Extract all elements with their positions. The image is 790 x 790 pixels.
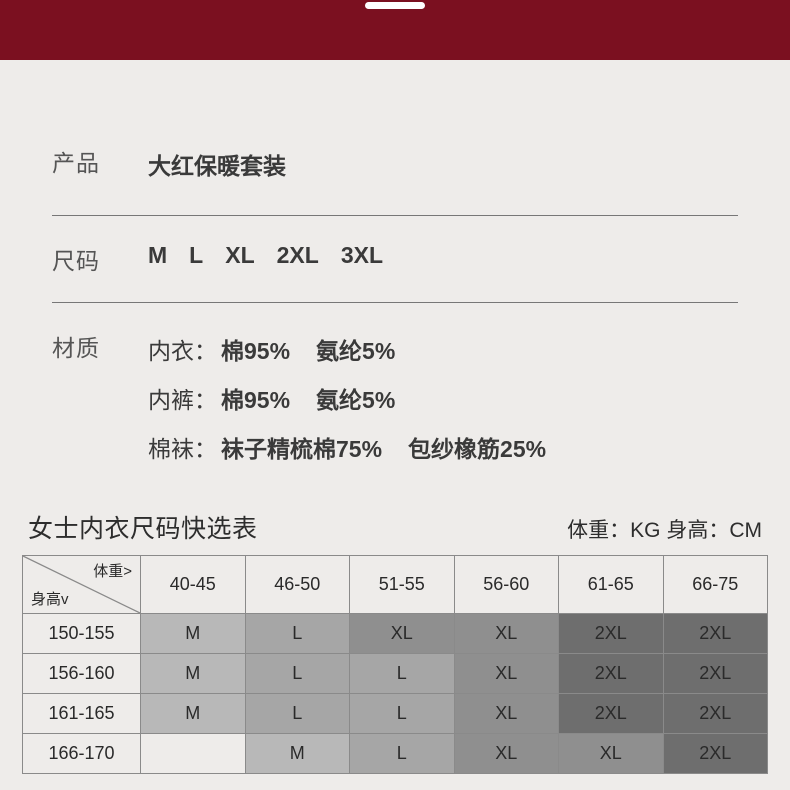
size-table-units: 体重：KG 身高：CM [567, 514, 762, 544]
corner-weight-label: 体重> [93, 560, 132, 581]
product-value: 大红保暖套装 [148, 144, 286, 189]
top-banner [0, 0, 790, 60]
size-cell: L [350, 734, 455, 774]
table-row: 150-155MLXLXL2XL2XL [23, 614, 768, 654]
size-cell: XL [559, 734, 664, 774]
size-cell: L [350, 654, 455, 694]
size-cell: L [350, 694, 455, 734]
product-label: 产品 [52, 144, 148, 178]
size-cell: 2XL [559, 614, 664, 654]
size-label: 尺码 [52, 242, 148, 276]
weight-header-cell: 61-65 [559, 556, 664, 614]
table-corner-cell: 体重> 身高v [23, 556, 141, 614]
size-cell: M [141, 654, 246, 694]
size-cell: 2XL [663, 734, 768, 774]
product-row: 产品 大红保暖套装 [52, 118, 738, 216]
size-option: M [148, 242, 167, 268]
material-line: 内衣：棉95% 氨纶5% [148, 329, 568, 374]
size-cell: L [245, 694, 350, 734]
material-key: 内裤： [148, 387, 217, 413]
size-cell: XL [454, 734, 559, 774]
height-header-cell: 161-165 [23, 694, 141, 734]
size-option: XL [225, 242, 254, 268]
size-cell: M [141, 614, 246, 654]
size-cell: XL [350, 614, 455, 654]
size-option: 2XL [277, 242, 319, 268]
table-row: 161-165MLLXL2XL2XL [23, 694, 768, 734]
size-cell: 2XL [663, 694, 768, 734]
material-key: 棉袜： [148, 436, 217, 462]
product-info-block: 产品 大红保暖套装 尺码 MLXL2XL3XL 材质 内衣：棉95%氨纶5%内裤… [0, 60, 790, 503]
height-header-cell: 156-160 [23, 654, 141, 694]
height-header-cell: 166-170 [23, 734, 141, 774]
height-header-cell: 150-155 [23, 614, 141, 654]
material-line: 棉袜：袜子精梳棉75% 包纱橡筋25% [148, 427, 568, 472]
size-cell: XL [454, 654, 559, 694]
size-option: L [189, 242, 203, 268]
size-table: 体重> 身高v 40-4546-5051-5556-6061-6566-75 1… [22, 555, 768, 774]
material-line: 内裤：棉95% 氨纶5% [148, 378, 568, 423]
size-row: 尺码 ML XL 2XL 3XL [52, 216, 738, 303]
material-value: 棉95% [221, 387, 290, 413]
material-value: 氨纶5% [316, 387, 395, 413]
size-option: 3XL [341, 242, 383, 268]
weight-header-cell: 46-50 [245, 556, 350, 614]
size-cell [141, 734, 246, 774]
weight-header-cell: 51-55 [350, 556, 455, 614]
weight-header-cell: 40-45 [141, 556, 246, 614]
size-table-title: 女士内衣尺码快选表 [28, 509, 258, 545]
size-table-section: 女士内衣尺码快选表 体重：KG 身高：CM 体重> 身高v 40-4546-50… [0, 503, 790, 774]
size-cell: 2XL [559, 654, 664, 694]
size-cell: 2XL [663, 654, 768, 694]
sizes-list: ML XL 2XL 3XL [148, 242, 405, 269]
table-row: 166-170MLXLXL2XL [23, 734, 768, 774]
table-header-tr: 体重> 身高v 40-4546-5051-5556-6061-6566-75 [23, 556, 768, 614]
table-header-row: 女士内衣尺码快选表 体重：KG 身高：CM [22, 509, 768, 545]
material-row: 材质 内衣：棉95% 氨纶5% 内裤：棉95% 氨纶5% 棉袜：袜子精梳棉75% 包纱橡筋… [52, 303, 738, 484]
size-cell: L [245, 654, 350, 694]
material-values: 内衣：棉95% 氨纶5% 内裤：棉95% 氨纶5% 棉袜：袜子精梳棉75% 包纱橡筋25% [148, 329, 568, 476]
material-value: 氨纶5% [316, 338, 395, 364]
size-cell: M [141, 694, 246, 734]
banner-pill [365, 2, 425, 9]
size-cell: XL [454, 614, 559, 654]
corner-height-label: 身高v [31, 588, 69, 609]
table-row: 156-160MLLXL2XL2XL [23, 654, 768, 694]
material-value: 棉95% [221, 338, 290, 364]
size-cell: XL [454, 694, 559, 734]
weight-header-cell: 56-60 [454, 556, 559, 614]
size-cell: M [245, 734, 350, 774]
size-cell: L [245, 614, 350, 654]
material-value: 包纱橡筋25% [408, 436, 546, 462]
size-cell: 2XL [663, 614, 768, 654]
material-label: 材质 [52, 329, 148, 363]
size-cell: 2XL [559, 694, 664, 734]
weight-header-cell: 66-75 [663, 556, 768, 614]
material-value: 袜子精梳棉75% [221, 436, 382, 462]
material-key: 内衣： [148, 338, 217, 364]
